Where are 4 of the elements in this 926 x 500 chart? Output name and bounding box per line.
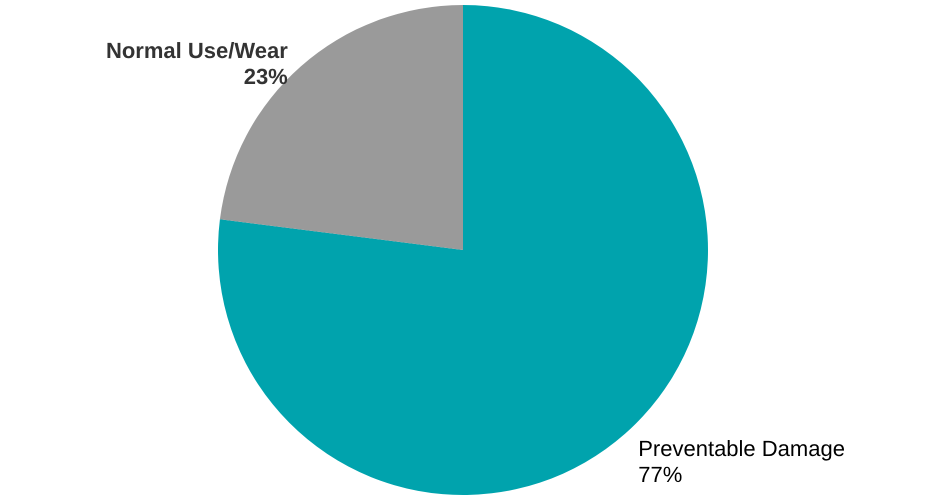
slice-label: Normal Use/Wear [106, 38, 288, 64]
slice-label: Preventable Damage [638, 436, 845, 461]
data-label: 23% [244, 64, 288, 90]
data-label: 77% [638, 462, 682, 487]
